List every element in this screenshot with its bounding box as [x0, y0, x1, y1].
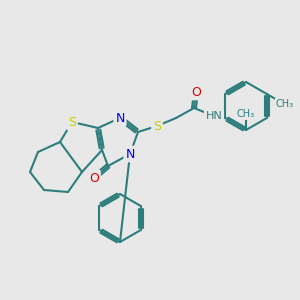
Text: S: S	[153, 119, 161, 133]
Text: S: S	[68, 116, 76, 128]
Text: O: O	[89, 172, 99, 184]
Text: N: N	[125, 148, 135, 160]
Text: HN: HN	[206, 111, 222, 121]
Text: CH₃: CH₃	[276, 99, 294, 109]
Text: CH₃: CH₃	[237, 109, 255, 119]
Text: O: O	[191, 85, 201, 98]
Text: N: N	[115, 112, 125, 124]
